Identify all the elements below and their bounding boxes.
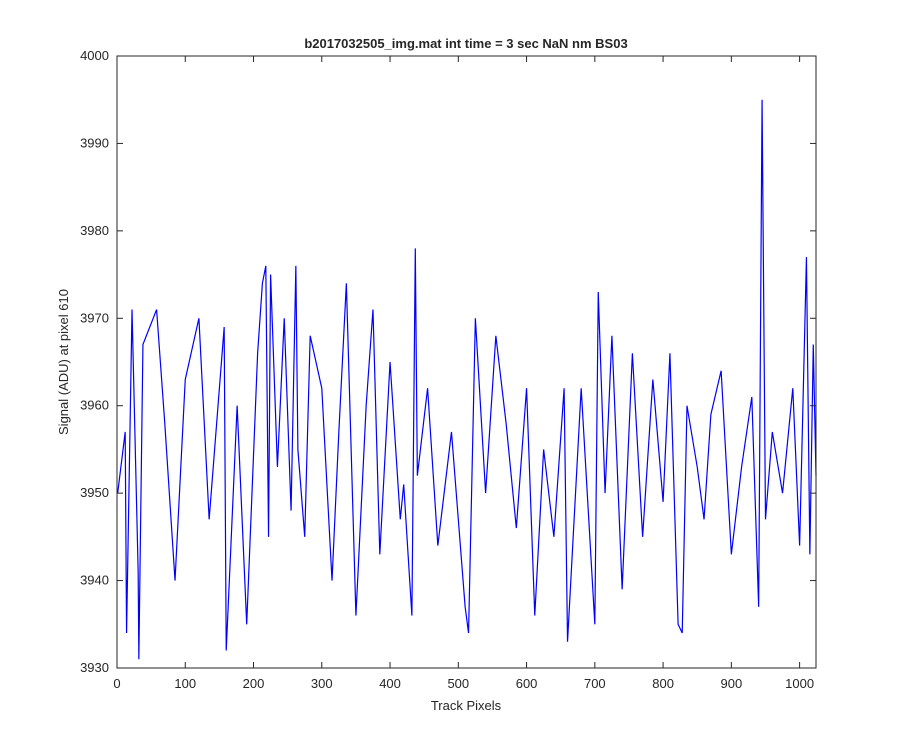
y-tick-label: 3980 [80,223,109,238]
y-tick-label: 3940 [80,573,109,588]
y-tick-label: 3990 [80,135,109,150]
ticks-layer: 0 100 200 300 400 500 600 700 800 900 1000 3930 3940… [80,48,816,691]
x-tick-label: 0 [113,676,120,691]
plot-frame [116,55,817,669]
x-tick-label: 400 [379,676,401,691]
y-tick-label: 3930 [80,660,109,675]
y-tick-label: 3950 [80,485,109,500]
x-tick-label: 900 [721,676,743,691]
series-line [117,99,817,660]
plot-area [117,56,816,668]
y-axis-label: Signal (ADU) at pixel 610 [56,289,71,435]
x-tick-label: 300 [311,676,333,691]
y-tick-label: 3960 [80,398,109,413]
x-axis-label: Track Pixels [431,698,502,713]
x-tick-label: 100 [174,676,196,691]
y-tick-label: 3970 [80,310,109,325]
series-layer [117,99,817,660]
x-tick-label: 700 [584,676,606,691]
x-tick-label: 200 [243,676,265,691]
chart-title: b2017032505_img.mat int time = 3 sec NaN… [304,36,627,51]
x-tick-label: 500 [447,676,469,691]
x-tick-label: 1000 [785,676,814,691]
x-tick-label: 800 [652,676,674,691]
y-tick-label: 4000 [80,48,109,63]
x-tick-label: 600 [516,676,538,691]
